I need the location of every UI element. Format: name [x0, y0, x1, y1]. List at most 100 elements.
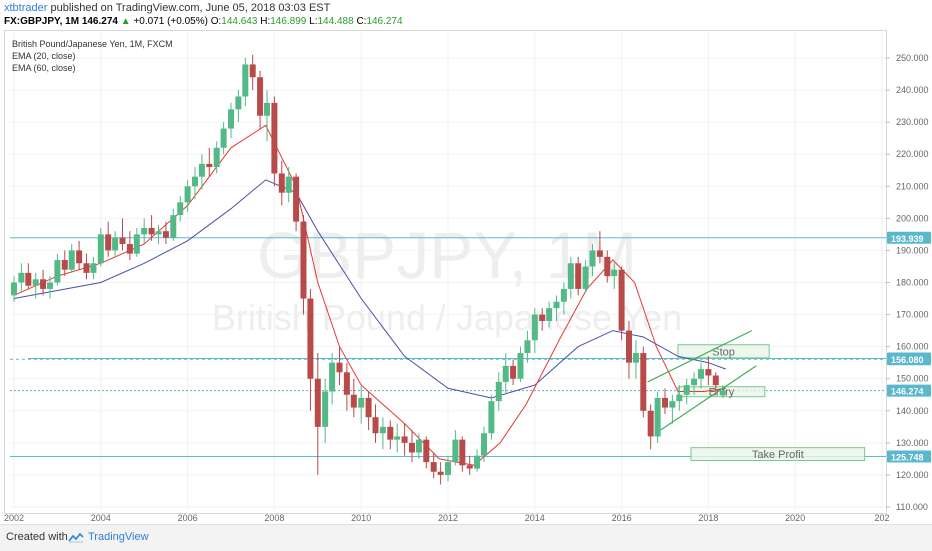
candle-down — [61, 260, 68, 270]
candle-down — [662, 397, 668, 408]
watermark-name: British Pound / Japanese Yen — [212, 297, 682, 338]
candle-up — [531, 314, 538, 341]
price-tag — [887, 231, 931, 244]
candle-down — [423, 439, 430, 463]
candle-up — [474, 455, 481, 469]
y-tick-label: 150.000 — [896, 374, 929, 384]
candle-down — [575, 263, 582, 289]
candle-down — [408, 442, 415, 453]
candle-up — [582, 266, 589, 289]
candle-down — [271, 102, 278, 174]
tradingview-link[interactable]: TradingView — [88, 531, 149, 543]
trend-channel[interactable] — [647, 330, 757, 431]
candle-down — [300, 221, 307, 299]
candle-down — [293, 176, 300, 222]
publish-header: xtbtrader published on TradingView.com, … — [4, 2, 330, 14]
candle-down — [401, 436, 408, 443]
open-value: 144.643 — [221, 16, 258, 27]
candle-up — [184, 186, 191, 203]
close-value: 146.274 — [366, 16, 403, 27]
candle-up — [177, 202, 184, 216]
last-price: 146.274 — [81, 16, 118, 27]
candle-down — [430, 462, 437, 472]
candles — [11, 54, 726, 485]
candle-up — [191, 176, 198, 187]
candle-up — [698, 369, 705, 379]
price-tag-label: 193.939 — [891, 234, 924, 244]
candle-down — [314, 378, 321, 427]
x-tick-label: 2016 — [612, 513, 632, 523]
change-up-icon: ▲ — [120, 16, 131, 27]
price-tag-label: 125.748 — [891, 452, 924, 462]
watermark: GBPJPY, 1M British Pound / Japanese Yen — [212, 218, 682, 338]
x-tick-label: 2004 — [91, 513, 111, 523]
candle-down — [40, 279, 47, 289]
zone-label: Take Profit — [752, 449, 804, 461]
price-chart[interactable]: GBPJPY, 1M British Pound / Japanese Yen … — [0, 0, 932, 524]
candle-up — [329, 362, 336, 392]
candle-up — [394, 436, 401, 440]
x-tick-label: 202 — [874, 513, 889, 523]
y-tick-label: 180.000 — [896, 278, 929, 288]
candle-down — [257, 77, 264, 116]
candle-up — [235, 96, 242, 110]
candle-up — [517, 353, 524, 379]
y-tick-label: 110.000 — [896, 502, 928, 512]
candle-down — [126, 244, 133, 254]
candle-down — [83, 263, 90, 273]
candle-up — [54, 260, 61, 283]
y-tick-label: 230.000 — [896, 117, 929, 127]
legend-title: British Pound/Japanese Yen, 1M, FXCM — [12, 39, 173, 49]
candle-down — [372, 417, 379, 434]
candle-down — [343, 372, 350, 395]
price-tag — [887, 450, 931, 463]
candle-up — [445, 462, 451, 475]
candle-down — [350, 394, 357, 408]
candle-up — [220, 128, 227, 148]
candle-up — [567, 263, 574, 289]
low-value: 144.488 — [317, 16, 354, 27]
tradingview-logo-icon — [68, 532, 84, 543]
candle-down — [705, 369, 712, 376]
candle-down — [25, 272, 32, 286]
candle-up — [683, 385, 690, 395]
axes: 110.000 120.000 130.000 140.000 150.000 160.0… — [4, 53, 929, 523]
candle-down — [105, 234, 112, 251]
candle-down — [596, 250, 603, 257]
candle-up — [719, 390, 726, 395]
candle-up — [488, 401, 495, 434]
legend-ema60: EMA (60, close) — [12, 63, 76, 73]
candle-up — [228, 109, 234, 129]
candle-up — [32, 279, 39, 286]
y-tick-label: 190.000 — [896, 245, 929, 255]
candle-up — [452, 439, 459, 463]
candle-up — [589, 250, 596, 267]
candle-down — [278, 173, 285, 193]
candle-up — [611, 269, 618, 277]
price-tag-label: 156.080 — [891, 355, 924, 365]
candle-up — [141, 227, 148, 235]
x-tick-label: 2006 — [178, 513, 198, 523]
candle-up — [495, 381, 502, 402]
candle-up — [285, 176, 292, 193]
candle-down — [712, 375, 719, 386]
candle-up — [632, 353, 639, 363]
candle-up — [90, 263, 97, 273]
x-tick-label: 2008 — [264, 513, 284, 523]
candle-down — [539, 314, 546, 321]
chart-panel[interactable] — [4, 30, 887, 514]
candle-up — [676, 394, 683, 402]
candle-up — [112, 237, 119, 251]
candle-down — [466, 465, 473, 469]
footer: Created with TradingView — [0, 524, 932, 551]
x-tick-label: 2012 — [438, 513, 458, 523]
candle-down — [162, 231, 169, 238]
high-label: H: — [260, 16, 271, 27]
candle-down — [307, 298, 314, 379]
candle-down — [206, 163, 213, 168]
author-link[interactable]: xtbtrader — [4, 2, 48, 14]
candle-up — [546, 308, 553, 321]
candle-up — [18, 272, 25, 283]
low-label: L: — [309, 16, 318, 27]
x-tick-label: 2020 — [785, 513, 805, 523]
